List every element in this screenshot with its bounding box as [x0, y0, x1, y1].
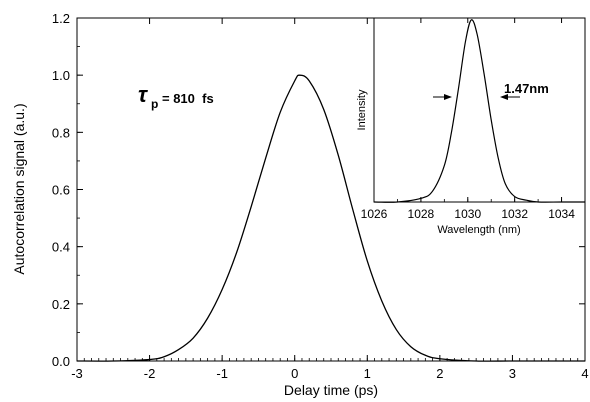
x-tick-label: -1 [216, 366, 228, 381]
x-tick-label: 4 [581, 366, 588, 381]
inset-x-tick-label: 1030 [454, 207, 481, 221]
inset-x-tick-label: 1028 [408, 207, 435, 221]
inset-x-tick-label: 1034 [548, 207, 575, 221]
y-tick-label: 0.6 [52, 183, 70, 198]
autocorrelation-curve [76, 74, 585, 362]
x-tick-label: 1 [364, 366, 371, 381]
x-tick-label: -3 [71, 366, 83, 381]
x-tick-label: -2 [144, 366, 156, 381]
y-tick-label: 0.4 [52, 240, 70, 255]
tau-subscript: p [151, 97, 158, 111]
x-tick-label: 3 [509, 366, 516, 381]
y-tick-label: 1.2 [52, 11, 70, 26]
inset-ticks [373, 18, 586, 202]
x-tick-label: 0 [291, 366, 298, 381]
right-arrow-head [500, 94, 508, 100]
main-plot: -3 -2 -1 0 1 2 3 4 0.0 0.2 0.4 0.6 0.8 1.0 1.2 Delay t… [11, 11, 589, 398]
inset-x-axis-title: Wavelength (nm) [437, 224, 520, 236]
inset-x-tick-label: 1032 [501, 207, 528, 221]
x-axis-title: Delay time (ps) [284, 382, 378, 398]
inset-spectrum-plot: 1026 1028 1030 1032 1034 Wavelength (nm) Int… [356, 17, 586, 236]
y-tick-label: 0.2 [52, 297, 70, 312]
bandwidth-annotation: 1.47nm [433, 81, 549, 100]
pulse-duration-value: = 810 fs [162, 91, 214, 106]
y-tick-label: 0.8 [52, 125, 70, 140]
pulse-duration-annotation: τ p = 810 fs [138, 82, 214, 111]
y-axis-title: Autocorrelation signal (a.u.) [11, 103, 27, 274]
y-tick-label: 1.0 [52, 68, 70, 83]
bandwidth-value: 1.47nm [504, 81, 549, 96]
y-tick-label: 0.0 [52, 354, 70, 369]
left-arrow-head [444, 94, 452, 100]
x-tick-label: 2 [436, 366, 443, 381]
inset-x-tick-label: 1026 [361, 207, 388, 221]
main-tick-labels: -3 -2 -1 0 1 2 3 4 0.0 0.2 0.4 0.6 0.8 1.0 1.2 [52, 11, 589, 381]
spectrum-curve [373, 19, 585, 203]
tau-symbol: τ [138, 82, 148, 107]
inset-tick-labels: 1026 1028 1030 1032 1034 [361, 207, 576, 221]
inset-y-axis-title: Intensity [356, 89, 368, 130]
